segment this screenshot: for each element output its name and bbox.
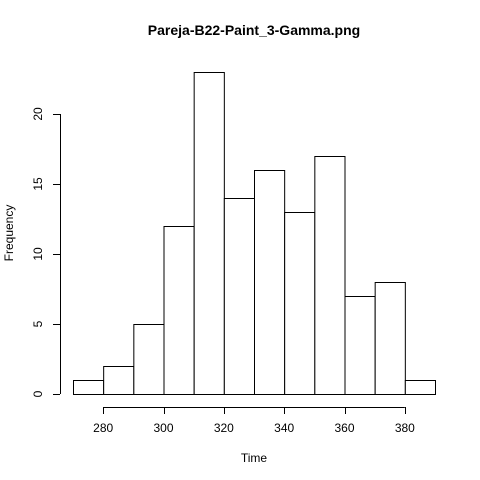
y-tick-label-15: 15: [31, 177, 45, 191]
histogram-bar-380-390: [404, 380, 437, 395]
y-tick-label-5: 5: [31, 320, 45, 327]
x-tick-label-380: 380: [395, 421, 415, 435]
histogram-bar-330-340: [254, 170, 286, 395]
x-axis: 280 300 320 340 360 380: [93, 407, 415, 435]
x-tick-label-280: 280: [93, 421, 113, 435]
y-axis: 0 5 10 15 20: [31, 107, 61, 397]
histogram-bar-310-320: [193, 72, 225, 395]
histogram-bar-280-290: [103, 366, 135, 395]
histogram-bar-270-280: [73, 380, 105, 395]
x-tick-label-340: 340: [274, 421, 294, 435]
histogram-bar-350-360: [314, 156, 346, 395]
y-tick-label-0: 0: [31, 390, 45, 397]
y-tick-label-20: 20: [31, 107, 45, 121]
histogram-bar-360-370: [344, 296, 376, 395]
histogram-bar-320-330: [223, 198, 255, 395]
histogram-bar-340-350: [284, 212, 316, 395]
histogram-bar-300-310: [163, 226, 195, 395]
y-axis-label: Frequency: [2, 205, 16, 262]
histogram-bar-290-300: [133, 324, 165, 395]
x-tick-label-360: 360: [334, 421, 354, 435]
histogram-bar-370-380: [374, 282, 406, 395]
chart-title: Pareja-B22-Paint_3-Gamma.png: [148, 22, 360, 38]
x-axis-label: Time: [241, 451, 268, 465]
bars-group: [73, 72, 437, 395]
x-tick-label-300: 300: [153, 421, 173, 435]
y-tick-label-10: 10: [31, 247, 45, 261]
x-tick-label-320: 320: [214, 421, 234, 435]
